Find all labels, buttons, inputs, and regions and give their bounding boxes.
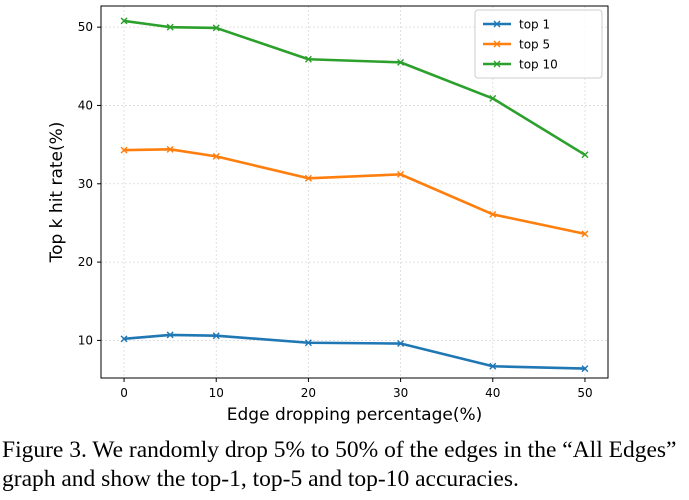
legend-label: top 5 bbox=[519, 38, 550, 52]
x-tick-label: 0 bbox=[120, 386, 128, 400]
legend-entry: top 1 bbox=[483, 18, 550, 32]
line-chart: 0 10 20 30 40 50 10 20 30 40 50 top 1 top 5 top 10 E… bbox=[47, 5, 609, 425]
y-tick-label: 50 bbox=[78, 20, 93, 34]
legend-marker bbox=[493, 40, 501, 48]
data-point-marker bbox=[489, 362, 497, 370]
data-point-marker bbox=[489, 94, 497, 102]
plot-frame bbox=[100, 5, 609, 379]
x-tick-label: 10 bbox=[209, 386, 224, 400]
legend-entry: top 5 bbox=[483, 38, 550, 52]
legend-box bbox=[474, 9, 603, 79]
legend-marker bbox=[493, 20, 501, 28]
data-point-marker bbox=[304, 339, 312, 347]
data-point-marker bbox=[120, 146, 128, 154]
legend: top 1 top 5 top 10 bbox=[474, 9, 603, 79]
figure-caption: Figure 3. We randomly drop 5% to 50% of … bbox=[2, 437, 677, 492]
data-point-marker bbox=[581, 230, 589, 238]
data-point-marker bbox=[166, 145, 174, 153]
data-point-marker bbox=[166, 23, 174, 31]
y-tick-label: 40 bbox=[78, 98, 93, 112]
data-point-marker bbox=[397, 340, 405, 348]
series-2 bbox=[120, 145, 589, 238]
data-point-marker bbox=[489, 210, 497, 218]
y-tick-label: 30 bbox=[78, 177, 93, 191]
data-point-marker bbox=[212, 152, 220, 160]
data-point-marker bbox=[397, 170, 405, 178]
series-layer bbox=[120, 17, 589, 373]
series-1 bbox=[120, 331, 589, 373]
x-tick-label: 30 bbox=[393, 386, 408, 400]
data-point-marker bbox=[212, 24, 220, 32]
legend-marker bbox=[493, 60, 501, 68]
axis-ticks: 0 10 20 30 40 50 10 20 30 40 50 bbox=[78, 20, 593, 400]
legend-label: top 10 bbox=[519, 58, 558, 72]
data-point-marker bbox=[120, 335, 128, 343]
data-point-marker bbox=[581, 151, 589, 159]
y-tick-label: 20 bbox=[78, 255, 93, 269]
data-point-marker bbox=[304, 174, 312, 182]
y-axis-title: Top k hit rate(%) bbox=[47, 122, 67, 264]
data-point-marker bbox=[166, 331, 174, 339]
data-point-marker bbox=[120, 17, 128, 25]
data-point-marker bbox=[212, 332, 220, 340]
x-tick-label: 50 bbox=[577, 386, 592, 400]
data-point-marker bbox=[304, 55, 312, 63]
x-tick-label: 40 bbox=[485, 386, 500, 400]
series-3 bbox=[120, 17, 589, 159]
legend-label: top 1 bbox=[519, 18, 550, 32]
x-tick-label: 20 bbox=[301, 386, 316, 400]
series-line bbox=[122, 333, 587, 370]
data-point-marker bbox=[581, 365, 589, 373]
x-axis-title: Edge dropping percentage(%) bbox=[227, 405, 482, 425]
data-point-marker bbox=[397, 58, 405, 66]
y-tick-label: 10 bbox=[78, 333, 93, 347]
series-line bbox=[122, 148, 587, 236]
legend-entry: top 10 bbox=[483, 58, 558, 72]
